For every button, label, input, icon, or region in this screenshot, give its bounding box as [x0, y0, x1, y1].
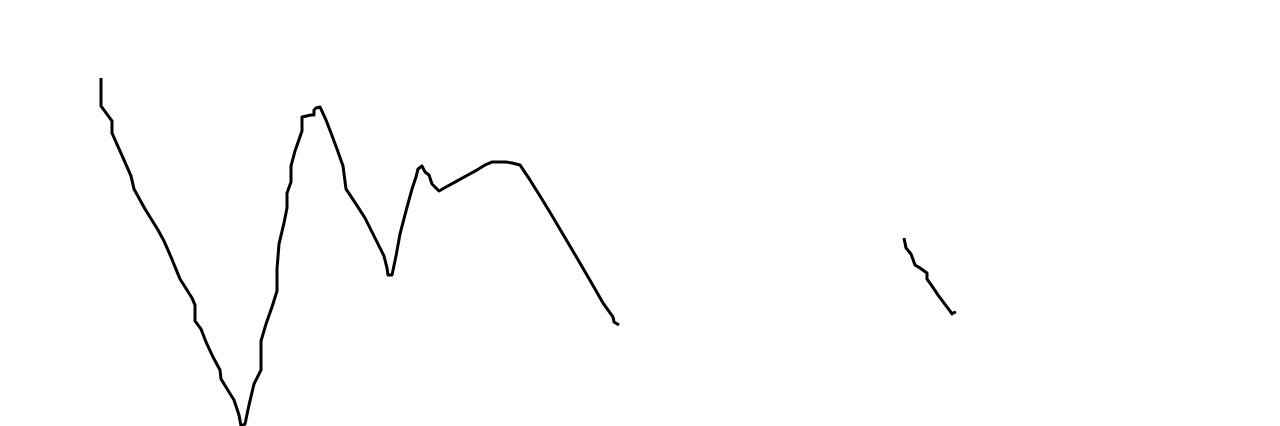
freehand-stroke-main	[99, 78, 620, 426]
freehand-stroke-small	[902, 237, 957, 316]
